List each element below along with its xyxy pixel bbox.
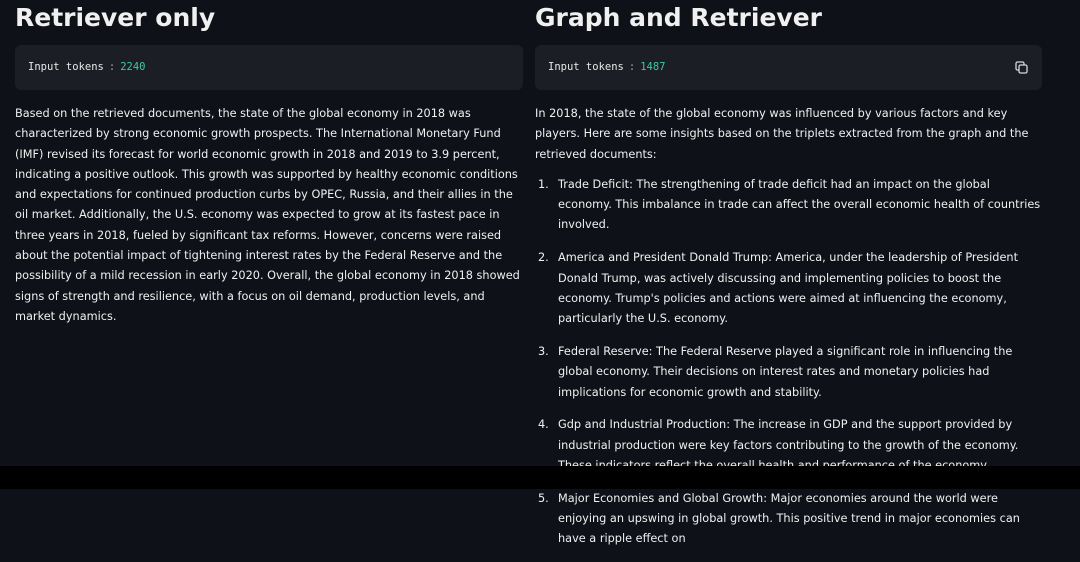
insight-item: 3. Federal Reserve: The Federal Reserve p… [535,342,1042,403]
item-text: Trade Deficit: The strengthening of trad… [558,177,1041,232]
token-label: Input tokens [28,61,104,73]
item-marker: 5. [538,491,549,505]
title: Retriever only [15,3,216,32]
insight-item: 2. America and President Donald Trump: Am… [535,248,1042,329]
item-marker: 2. [538,251,549,265]
item-text: Gdp and Industrial Production: The incre… [558,418,1019,472]
item-marker: 1. [538,177,549,191]
separator: : [628,61,636,73]
page: Retriever only Input tokens:2240 Based o… [0,0,1080,546]
item-text: Major Economies and Global Growth: Major… [558,491,1020,546]
left-column: Retriever only Input tokens:2240 Based o… [15,0,523,327]
bottom-bar [0,466,1080,489]
copy-button[interactable] [1015,61,1028,74]
insight-item: 5. Major Economies and Global Growth: Maj… [535,489,1042,550]
intro: In 2018, the state of the global economy… [535,107,1029,161]
item-text: Federal Reserve: The Federal Reserve pla… [558,344,1013,399]
token-count: 2240 [120,61,146,73]
separator: : [108,61,116,73]
insight-item: 4. Gdp and Industrial Production: The inc… [535,415,1042,476]
answer: Based on the retrieved documents, the st… [15,107,520,323]
token-box: Input tokens:1487 [535,45,1042,90]
insight-list: 1. Trade Deficit: The strengthening of tr… [535,175,1042,550]
token-count: 1487 [640,61,666,73]
item-marker: 3. [538,344,549,358]
title: Graph and Retriever [535,3,822,32]
insight-item: 1. Trade Deficit: The strengthening of tr… [535,175,1042,236]
token-label: Input tokens [548,61,624,73]
item-marker: 4. [538,418,549,432]
item-text: America and President Donald Trump: Amer… [558,251,1019,326]
token-box: Input tokens:2240 [15,45,523,90]
